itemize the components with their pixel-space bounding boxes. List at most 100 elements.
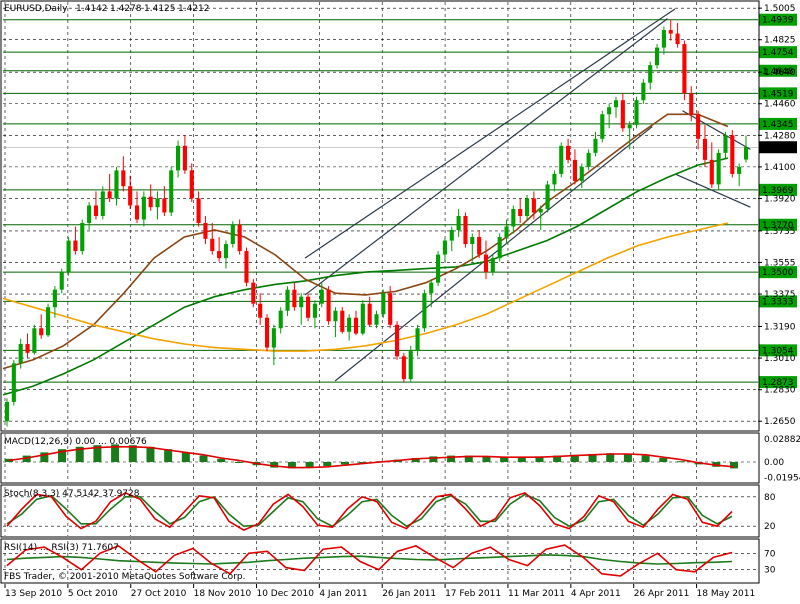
candle (552, 170, 557, 192)
macd-bar (164, 449, 173, 462)
candle (148, 184, 153, 211)
candle-body (148, 196, 153, 208)
time-tick-label: 4 Jan 2011 (319, 589, 367, 599)
candle (128, 175, 133, 209)
price-tick-label: 1.4640 (764, 68, 796, 78)
macd-panel-border (0, 432, 760, 484)
candle (176, 140, 181, 178)
level-label: 1.2873 (762, 378, 794, 388)
candle (25, 333, 30, 359)
candle-body (429, 282, 434, 294)
ohlc-open: 1.4142 (76, 4, 108, 14)
candle (333, 307, 338, 338)
stochastic-lines (6, 491, 733, 531)
watermark: FBS Trader, © 2001-2010 MetaQuotes Softw… (4, 572, 245, 582)
candle (689, 86, 694, 122)
candle (524, 194, 530, 220)
stoch-tick-label: 20 (764, 522, 776, 532)
candle (620, 93, 625, 132)
candle (627, 121, 632, 150)
candle-body (531, 198, 536, 213)
main-panel-border (0, 0, 760, 432)
candle-body (312, 303, 317, 318)
time-tick-label: 13 Sep 2010 (5, 589, 62, 599)
price-tick-label: 1.3375 (764, 290, 796, 300)
candle-body (449, 230, 454, 241)
candle (237, 219, 242, 255)
price-tick-label: 1.3735 (764, 227, 796, 237)
candle-body (285, 289, 290, 311)
candle (292, 282, 297, 311)
candle (114, 166, 119, 206)
candle-body (470, 237, 475, 245)
macd-readout: MACD(12,26,9) 0.00 ... 0.00676 (4, 437, 147, 447)
macd-bar (305, 462, 314, 468)
candle (648, 61, 653, 90)
candle (696, 110, 701, 150)
candle-body (394, 324, 400, 357)
trend-line (304, 8, 676, 259)
candle (11, 359, 16, 406)
candle-body (456, 216, 461, 231)
candle (32, 324, 37, 355)
moving-average-line (2, 157, 729, 396)
candle (408, 345, 413, 383)
level-label-box (759, 266, 797, 279)
candle-body (675, 33, 680, 45)
trend-line (304, 18, 668, 296)
candle (477, 230, 482, 259)
candle-body (388, 293, 393, 325)
candle-body (367, 303, 372, 325)
macd-bar (500, 457, 509, 462)
candle-body (545, 184, 550, 209)
candle (73, 226, 78, 255)
candle-body (579, 166, 584, 181)
macd-bar (517, 457, 526, 462)
current-price-box (759, 141, 797, 154)
macd-panel: 0.02882 0.00 -0.01954 MACD(12,26,9) 0.00 .… (0, 432, 800, 484)
macd-signal (8, 445, 735, 469)
candle-body (189, 170, 194, 199)
candle-body (162, 198, 167, 213)
candle-body (600, 114, 605, 139)
rsi-panel: 70 30 RSI(14) ... RSI(3) 71.7607 FBS Trad… (0, 538, 776, 584)
candle-body (436, 254, 441, 283)
candle (545, 180, 550, 213)
candle (422, 289, 427, 332)
candle-body (627, 124, 632, 129)
time-axis: 13 Sep 2010 5 Oct 2010 27 Oct 2010 18 Nov 2… (4, 584, 755, 599)
candle (278, 307, 283, 334)
candle (709, 142, 714, 188)
candle (203, 216, 208, 245)
ohlc-high: 1.4278 (110, 4, 142, 14)
macd-bar (40, 452, 49, 462)
candle (449, 226, 454, 252)
candle-body (340, 310, 345, 332)
macd-bar (358, 462, 367, 463)
candle (319, 282, 324, 308)
candle (456, 208, 461, 238)
candle (230, 221, 235, 248)
candle-body (32, 328, 37, 353)
candle (299, 293, 304, 325)
candle (442, 237, 447, 262)
price-tick-label: 1.3555 (764, 258, 796, 268)
macd-bar (482, 456, 491, 462)
rsi-lines (6, 544, 733, 577)
candle (264, 314, 270, 352)
level-label-box (759, 376, 797, 389)
macd-tick-label: 0.02882 (764, 435, 800, 445)
candle-body (716, 152, 721, 185)
candle (100, 186, 105, 220)
candle (107, 173, 112, 202)
time-tick-label: 11 Mar 2011 (508, 589, 565, 599)
candle (169, 166, 174, 216)
candle-body (559, 145, 564, 174)
candle-body (689, 93, 694, 115)
main-price-panel: 1.4939 1.4754 1.4648 1.4519 1.4345 1.3969 1.37… (0, 0, 797, 432)
time-tick-label: 10 Dec 2010 (256, 589, 314, 599)
candle-body (408, 351, 413, 380)
candle (511, 205, 516, 234)
candle (258, 293, 263, 325)
